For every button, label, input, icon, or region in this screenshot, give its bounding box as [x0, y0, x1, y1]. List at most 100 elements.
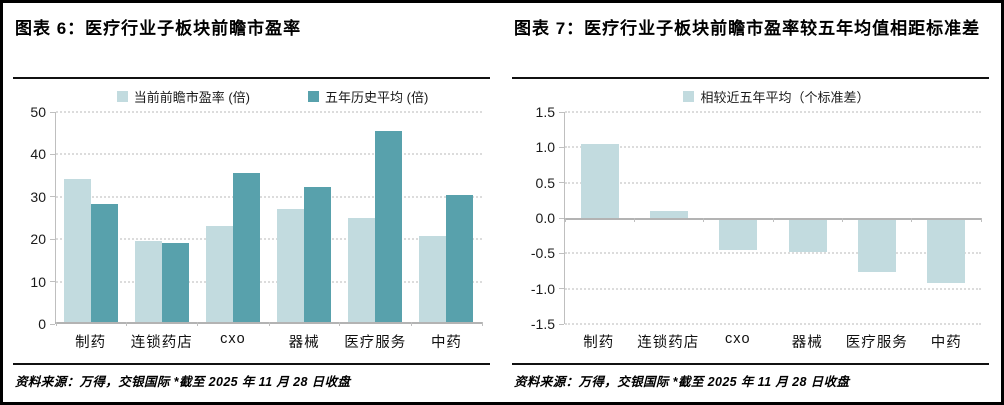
chart-legend: 当前前瞻市盈率 (倍) 五年历史平均 (倍) — [55, 87, 490, 106]
x-axis-category-label: 器械 — [791, 335, 823, 351]
figure-6-title: 图表 6：医疗行业子板块前瞻市盈率 — [13, 3, 490, 79]
y-axis-tick-label: -0.5 — [530, 245, 555, 262]
x-axis-tick — [268, 322, 270, 326]
x-axis-tick — [481, 322, 483, 326]
y-axis: 1.5 1.0 0.5 0.0 -0.5 -1.0 -1.5 — [512, 104, 564, 332]
bar — [927, 218, 966, 283]
x-axis-category-label: 器械 — [288, 335, 320, 351]
y-axis-tick-label: -1.5 — [530, 316, 555, 332]
legend-label: 五年历史平均 (倍) — [325, 90, 429, 105]
y-axis-tick — [559, 146, 564, 148]
x-axis-tick — [126, 322, 128, 326]
figure-6-source-note: 资料来源：万得，交银国际 *截至 2025 年 11 月 28 日收盘 — [13, 363, 490, 402]
gridline — [565, 287, 981, 290]
bar — [233, 172, 261, 324]
y-axis-tick — [559, 217, 564, 219]
bar-group — [912, 112, 981, 324]
gridline — [56, 111, 482, 113]
y-axis-tick — [559, 288, 564, 290]
plot-area — [564, 111, 982, 325]
bar — [135, 240, 163, 324]
bar — [788, 218, 827, 252]
bar-group — [842, 112, 911, 324]
chart-legend: 相较近五年平均（个标准差） — [564, 87, 989, 106]
bar — [446, 194, 474, 324]
gridline — [565, 181, 981, 184]
legend-item: 当前前瞻市盈率 (倍) — [116, 87, 250, 106]
y-axis-tick-label: 50 — [30, 104, 46, 120]
y-axis-tick — [559, 182, 564, 184]
y-axis-tick-label: 30 — [30, 188, 46, 205]
figure-7-panel: 图表 7：医疗行业子板块前瞻市盈率较五年均值相距标准差 相较近五年平均（个标准差… — [502, 3, 1001, 402]
bar — [375, 131, 403, 324]
plot-row: 1.5 1.0 0.5 0.0 -0.5 -1.0 -1.5 — [512, 104, 982, 332]
gridline — [565, 252, 981, 255]
x-axis-tick — [980, 218, 982, 222]
x-axis-category-label: cxo — [724, 331, 751, 347]
x-axis-tick — [841, 218, 843, 222]
gridline — [565, 146, 981, 149]
x-axis-tick — [772, 218, 774, 222]
x-axis: 制药 连锁药店 cxo 器械 医疗服务 中药 — [564, 331, 981, 352]
x-axis-category-label: 中药 — [430, 335, 462, 351]
y-axis-tick — [50, 111, 55, 113]
bar — [649, 210, 688, 218]
x-axis-tick — [633, 218, 635, 222]
bar-group — [565, 112, 634, 324]
bar-group — [773, 112, 842, 324]
gridline — [565, 323, 981, 325]
x-axis-category-label: 医疗服务 — [845, 335, 908, 351]
bar-group — [127, 112, 198, 324]
gridline — [56, 238, 482, 241]
gridline — [56, 153, 482, 156]
x-axis-tick — [55, 322, 57, 326]
bar — [580, 143, 619, 218]
y-axis-tick — [50, 323, 55, 325]
figure-6-panel: 图表 6：医疗行业子板块前瞻市盈率 当前前瞻市盈率 (倍) 五年历史平均 (倍) 5… — [3, 3, 502, 402]
plot-area — [55, 111, 483, 326]
y-axis-tick — [50, 281, 55, 283]
y-axis-tick — [50, 196, 55, 198]
y-axis-tick — [559, 111, 564, 113]
bar — [91, 203, 119, 324]
gridline — [56, 280, 482, 283]
legend-marker — [308, 91, 319, 102]
legend-label: 相较近五年平均（个标准差） — [700, 90, 870, 105]
y-axis-tick-label: 1.0 — [535, 139, 555, 156]
bar-group — [340, 112, 411, 324]
x-axis-category-label: 连锁药店 — [637, 335, 700, 351]
x-axis-tick — [410, 322, 412, 326]
legend-marker — [116, 91, 128, 102]
figure-7-bar-chart: 相较近五年平均（个标准差） 1.5 1.0 0.5 0.0 -0.5 -1.0 -1.5 制药 连… — [512, 87, 989, 352]
legend-marker — [683, 91, 695, 102]
bar — [857, 218, 896, 273]
x-axis-category-label: 制药 — [583, 335, 615, 351]
x-axis-tick — [703, 218, 705, 222]
bar — [277, 208, 305, 324]
bar — [348, 218, 376, 324]
legend-item: 五年历史平均 (倍) — [308, 87, 428, 106]
x-axis-tick — [911, 218, 913, 222]
bar-group — [56, 112, 127, 324]
y-axis-tick — [559, 323, 564, 325]
y-axis-tick-label: 10 — [30, 273, 46, 290]
figure-6-bar-chart: 当前前瞻市盈率 (倍) 五年历史平均 (倍) 50 40 30 20 10 0 制药 连锁药店 cx… — [13, 87, 490, 352]
y-axis-tick-label: 0.0 — [535, 210, 555, 226]
gridline — [56, 195, 482, 198]
y-axis-tick — [50, 153, 55, 155]
x-axis-category-label: cxo — [220, 331, 246, 347]
bar — [64, 178, 92, 324]
x-axis-category-label: 连锁药店 — [130, 335, 193, 351]
bar-group — [634, 112, 703, 324]
bar — [719, 218, 758, 250]
legend-item: 相较近五年平均（个标准差） — [683, 87, 870, 106]
bar-group — [411, 112, 482, 324]
y-axis-tick-label: 0.5 — [535, 174, 555, 191]
x-axis-category-label: 医疗服务 — [344, 335, 407, 351]
x-axis: 制药 连锁药店 cxo 器械 医疗服务 中药 — [55, 331, 482, 352]
x-axis-tick — [564, 218, 566, 222]
y-axis-tick-label: 20 — [30, 231, 46, 248]
bar — [206, 226, 234, 324]
y-axis-tick — [559, 252, 564, 254]
